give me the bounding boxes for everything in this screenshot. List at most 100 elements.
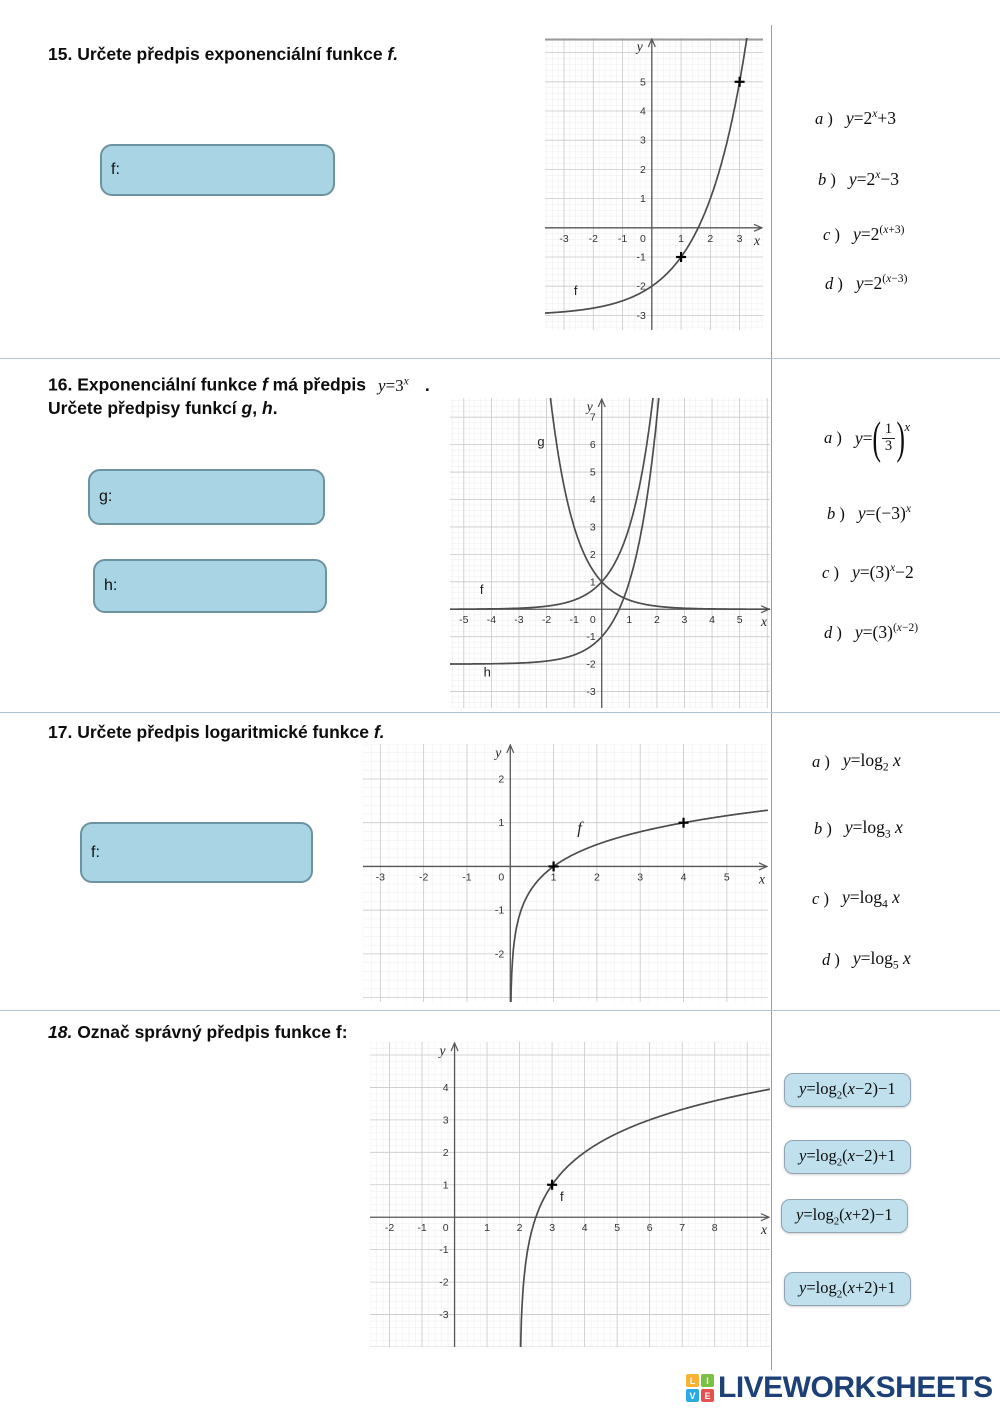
svg-text:1: 1 xyxy=(498,817,504,829)
logo-square-l: L xyxy=(686,1374,699,1387)
graph-15-exponential: -3 -2 -1 1 2 3 -3 -2 -1 1 2 3 4 5 0 y x f xyxy=(545,38,763,330)
option-label: d ) xyxy=(824,622,842,642)
option-label: b ) xyxy=(814,818,832,838)
answer-button-18-4[interactable]: y=log2(x+2)+1 xyxy=(784,1272,911,1307)
svg-text:f: f xyxy=(480,582,484,597)
svg-text:-3: -3 xyxy=(514,614,523,626)
fraction-exponent: x xyxy=(904,420,910,434)
option-label: c ) xyxy=(812,888,829,908)
svg-text:y: y xyxy=(585,399,593,414)
svg-text:f: f xyxy=(577,819,584,838)
svg-text:3: 3 xyxy=(737,233,743,245)
svg-text:5: 5 xyxy=(724,871,730,883)
option-15-a: a ) y=2x+3 xyxy=(815,108,896,129)
answer-input-17-f[interactable]: f: xyxy=(80,822,313,883)
svg-text:-5: -5 xyxy=(459,614,468,626)
problem-17-title: 17. Určete předpis logaritmické funkce f… xyxy=(48,722,385,742)
section-separator-1 xyxy=(0,358,1000,359)
svg-text:-2: -2 xyxy=(636,281,645,293)
svg-text:x: x xyxy=(758,871,765,886)
svg-text:4: 4 xyxy=(640,106,646,118)
option-label: b ) xyxy=(818,169,836,189)
svg-text:y: y xyxy=(635,39,643,54)
svg-text:-2: -2 xyxy=(385,1222,394,1234)
answer-button-18-2[interactable]: y=log2(x−2)+1 xyxy=(784,1140,911,1175)
svg-text:4: 4 xyxy=(443,1082,449,1094)
fraction-denominator: 3 xyxy=(881,437,896,455)
svg-text:5: 5 xyxy=(614,1222,620,1234)
svg-text:1: 1 xyxy=(551,871,557,883)
answer-input-15-f[interactable]: f: xyxy=(100,144,335,196)
svg-text:0: 0 xyxy=(590,614,596,626)
svg-text:-3: -3 xyxy=(586,686,595,698)
graph-18-logarithmic: -2 -1 1 2 3 4 5 6 7 8 -3 -2 -1 1 2 3 4 0 y x f xyxy=(370,1042,770,1347)
svg-text:2: 2 xyxy=(654,614,660,626)
svg-text:2: 2 xyxy=(590,549,596,561)
svg-text:x: x xyxy=(760,1222,767,1237)
svg-text:0: 0 xyxy=(498,871,504,883)
svg-text:-1: -1 xyxy=(439,1244,448,1256)
svg-text:1: 1 xyxy=(640,193,646,205)
option-15-c: c ) y=2(x+3) xyxy=(823,224,905,245)
svg-text:1: 1 xyxy=(443,1179,449,1191)
svg-text:-2: -2 xyxy=(419,871,428,883)
svg-text:4: 4 xyxy=(590,494,596,506)
svg-text:-1: -1 xyxy=(495,905,504,917)
svg-text:1: 1 xyxy=(678,233,684,245)
input-label-h: h: xyxy=(104,577,118,594)
answer-input-16-h[interactable]: h: xyxy=(93,559,327,613)
graph-17-logarithmic: -3 -2 -1 1 2 3 4 5 -2 -1 1 2 0 y x f xyxy=(363,744,768,1002)
svg-text:0: 0 xyxy=(640,233,646,245)
answer-button-18-3[interactable]: y=log2(x+2)−1 xyxy=(781,1199,908,1234)
fraction-prefix: y= xyxy=(854,427,873,448)
option-label: d ) xyxy=(825,273,843,293)
svg-text:-3: -3 xyxy=(439,1309,448,1321)
option-label: d ) xyxy=(822,949,840,969)
svg-text:2: 2 xyxy=(594,871,600,883)
svg-text:2: 2 xyxy=(707,233,713,245)
svg-text:6: 6 xyxy=(647,1222,653,1234)
svg-text:4: 4 xyxy=(709,614,715,626)
svg-text:-1: -1 xyxy=(586,631,595,643)
svg-text:-3: -3 xyxy=(636,310,645,322)
svg-text:-2: -2 xyxy=(495,948,504,960)
svg-text:-1: -1 xyxy=(636,252,645,264)
option-formula: y=(−3)x xyxy=(857,503,911,523)
svg-text:3: 3 xyxy=(682,614,688,626)
option-17-b: b ) y=log3 x xyxy=(814,817,903,841)
answer-input-16-g[interactable]: g: xyxy=(88,469,325,525)
left-paren: ( xyxy=(871,412,881,463)
option-formula: y=(3)x−2 xyxy=(851,562,914,582)
option-formula: y=log3 x xyxy=(844,817,903,841)
option-16-a: a ) y=(1 3) x xyxy=(824,412,910,463)
problem-16-title-line2: Určete předpisy funkcí g, h. xyxy=(48,398,278,418)
svg-text:-1: -1 xyxy=(569,614,578,626)
svg-text:-3: -3 xyxy=(559,233,568,245)
svg-text:f: f xyxy=(560,1189,564,1204)
answer-button-18-1[interactable]: y=log2(x−2)−1 xyxy=(784,1073,911,1108)
option-17-d: d ) y=log5 x xyxy=(822,948,911,972)
svg-text:2: 2 xyxy=(498,773,504,785)
svg-text:-1: -1 xyxy=(417,1222,426,1234)
svg-text:-2: -2 xyxy=(589,233,598,245)
problem-16-title-line1: 16. Exponenciální funkce f má předpis y=3… xyxy=(48,374,430,396)
right-paren: ) xyxy=(896,412,905,463)
svg-text:h: h xyxy=(484,664,491,679)
problem-16-title-formula: y=3x xyxy=(378,374,409,395)
svg-text:3: 3 xyxy=(640,135,646,147)
svg-text:-4: -4 xyxy=(487,614,496,626)
option-formula: y=2x+3 xyxy=(845,108,897,128)
option-16-d: d ) y=(3)(x−2) xyxy=(824,622,918,643)
svg-text:x: x xyxy=(760,614,767,629)
svg-text:y: y xyxy=(493,745,501,760)
option-label: b ) xyxy=(827,503,845,523)
svg-text:-2: -2 xyxy=(439,1277,448,1289)
svg-text:-1: -1 xyxy=(618,233,627,245)
svg-text:3: 3 xyxy=(549,1222,555,1234)
svg-text:-1: -1 xyxy=(462,871,471,883)
svg-text:-3: -3 xyxy=(376,871,385,883)
svg-text:2: 2 xyxy=(640,164,646,176)
svg-text:0: 0 xyxy=(443,1222,449,1234)
